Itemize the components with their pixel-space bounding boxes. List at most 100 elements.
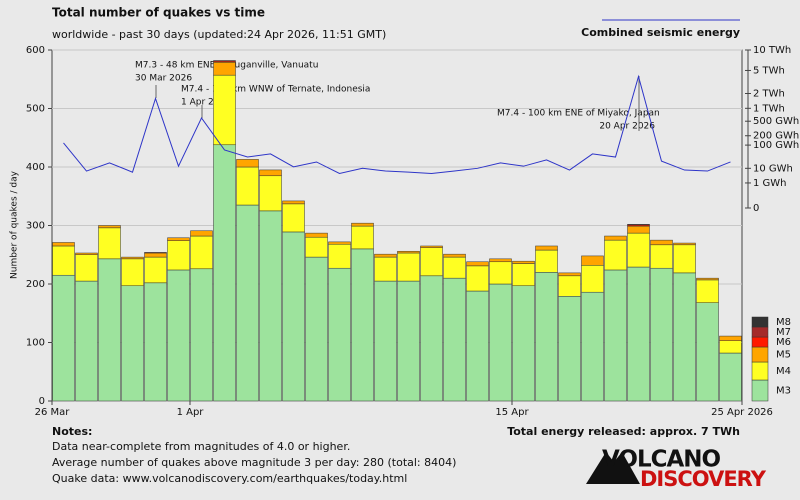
bar-segment xyxy=(673,272,696,402)
bar-segment xyxy=(190,230,213,237)
bar-segment xyxy=(558,272,581,277)
bar-segment xyxy=(305,256,328,402)
bar-segment xyxy=(650,244,673,269)
note: Data near-complete from magnitudes of 4.… xyxy=(52,440,350,453)
y-tick-label: 300 xyxy=(26,221,45,232)
annotation: M7.4 - 100 km ENE of Miyako, Japan xyxy=(497,109,660,119)
legend-label: M7 xyxy=(776,327,791,338)
bar-segment xyxy=(489,283,512,402)
bar-segment xyxy=(259,169,282,177)
total-energy: Total energy released: approx. 7 TWh xyxy=(507,425,740,438)
bar-segment xyxy=(627,232,650,268)
note: Average number of quakes above magnitude… xyxy=(52,456,456,469)
bar-segment xyxy=(52,274,75,402)
x-tick-label: 26 Mar xyxy=(35,407,71,418)
bar-segment xyxy=(512,285,535,402)
bar-segment xyxy=(719,335,742,341)
bar-segment xyxy=(719,340,742,354)
bar-segment xyxy=(581,265,604,293)
logo-top: VOLCANO xyxy=(602,447,721,473)
bar-segment xyxy=(443,256,466,279)
bar-segment xyxy=(535,245,558,251)
bar-segment xyxy=(328,241,351,245)
bar-segment xyxy=(650,267,673,402)
bar-segment xyxy=(604,235,627,241)
y-tick-label: 0 xyxy=(39,396,45,407)
bar-segment xyxy=(696,302,719,402)
bar-segment xyxy=(535,272,558,402)
bar-segment xyxy=(75,280,98,402)
bar-segment xyxy=(213,144,236,402)
bar-segment xyxy=(374,280,397,402)
bar-segment xyxy=(98,227,121,260)
logo-icon xyxy=(586,452,640,484)
bar-segment xyxy=(167,237,190,241)
y2-tick-label: 500 GWh xyxy=(753,116,799,127)
y2-tick-label: 5 TWh xyxy=(753,65,785,76)
bar-segment xyxy=(75,252,98,255)
bar-segment xyxy=(351,225,374,250)
bar-segment xyxy=(535,249,558,273)
note: Quake data: www.volcanodiscovery.com/ear… xyxy=(52,472,407,485)
bar-segment xyxy=(558,275,581,297)
bar-segment xyxy=(190,235,213,270)
bar-segment xyxy=(144,252,167,258)
annotation: M7.4 - 130 km WNW of Ternate, Indonesia xyxy=(181,85,370,95)
y2-tick-label: 10 TWh xyxy=(753,45,791,56)
y-axis-label: Number of quakes / day xyxy=(10,170,20,279)
legend-label: M3 xyxy=(776,386,791,397)
bar-segment xyxy=(328,243,351,269)
annotation-date: 20 Apr 2026 xyxy=(599,122,655,132)
bar-segment xyxy=(466,265,489,292)
bar-segment xyxy=(121,285,144,402)
bar-segment xyxy=(282,203,305,233)
bar-segment xyxy=(282,231,305,402)
bar-segment xyxy=(604,269,627,402)
x-tick-label: 25 Apr 2026 xyxy=(711,407,773,418)
x-tick-label: 15 Apr xyxy=(495,407,529,418)
bar-segment xyxy=(259,175,282,212)
legend-label: M5 xyxy=(776,350,791,361)
bar-segment xyxy=(397,250,420,254)
bar-segment xyxy=(627,225,650,234)
y2-tick-label: 0 xyxy=(753,203,759,214)
legend-label: M6 xyxy=(776,337,791,348)
legend-swatch xyxy=(751,336,769,348)
notes-title: Notes: xyxy=(52,425,92,438)
x-tick-label: 1 Apr xyxy=(177,407,205,418)
bar-segment xyxy=(466,261,489,267)
bar-segment xyxy=(236,166,259,206)
bar-segment xyxy=(420,247,443,277)
bar-segment xyxy=(673,244,696,274)
bar-segment xyxy=(673,242,696,246)
y-tick-label: 500 xyxy=(26,104,45,115)
bar-segment xyxy=(420,275,443,402)
y2-tick-label: 2 TWh xyxy=(753,88,785,99)
legend-label: M8 xyxy=(776,317,791,328)
bar-segment xyxy=(351,222,374,227)
bar-segment xyxy=(581,291,604,402)
bar-segment xyxy=(420,245,443,248)
bar-segment xyxy=(282,200,305,205)
bar-segment xyxy=(98,258,121,402)
bar-segment xyxy=(328,267,351,402)
logo-bottom: DISCOVERY xyxy=(640,467,767,491)
y-tick-label: 100 xyxy=(26,338,45,349)
bar-segment xyxy=(696,277,719,281)
annotation-date: 30 Mar 2026 xyxy=(135,74,192,84)
annotation-date: 1 Apr 2026 xyxy=(181,98,231,108)
legend-swatch xyxy=(751,326,769,338)
bar-segment xyxy=(443,277,466,402)
bar-segment xyxy=(121,258,144,287)
bar-segment xyxy=(397,280,420,402)
bar-segment xyxy=(305,236,328,258)
legend-swatch xyxy=(751,379,769,402)
bar-segment xyxy=(489,261,512,285)
bar-segment xyxy=(98,225,121,229)
bar-segment xyxy=(512,263,535,287)
bar-segment xyxy=(144,282,167,402)
bar-segment xyxy=(167,269,190,402)
bar-segment xyxy=(213,62,236,76)
